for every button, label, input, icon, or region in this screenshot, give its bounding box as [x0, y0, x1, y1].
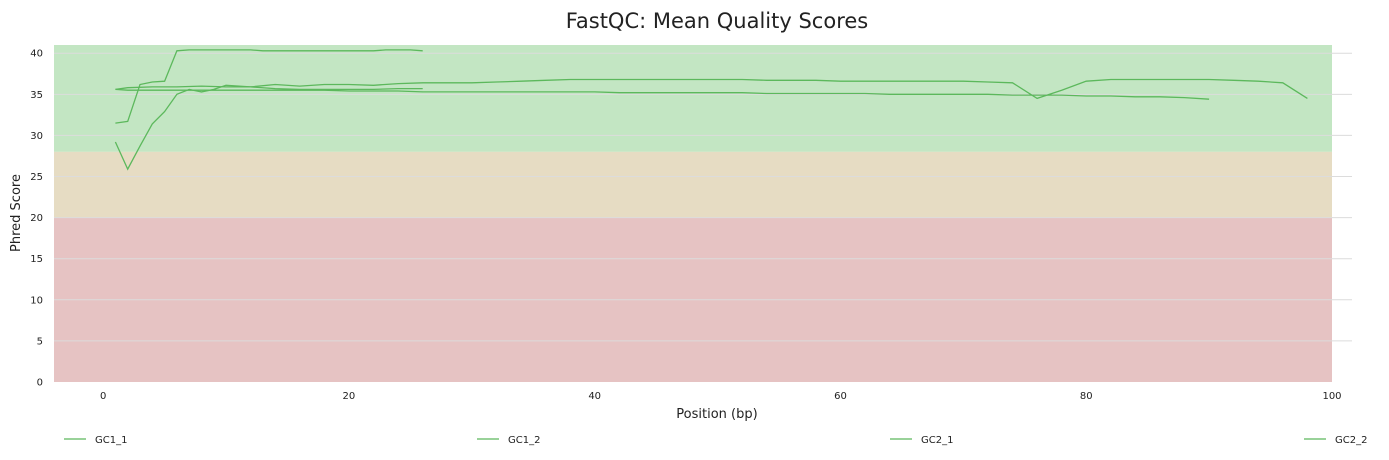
- legend: GC1_1 GC1_2 GC2_1 GC2_2: [64, 435, 1367, 446]
- legend-label: GC1_2: [508, 435, 540, 446]
- legend-label: GC1_1: [95, 435, 127, 446]
- x-tick-label: 100: [1322, 391, 1341, 402]
- quality-bands: [54, 45, 1332, 382]
- series-line-gc1-1: [115, 49, 423, 124]
- legend-label: GC2_2: [1335, 435, 1367, 446]
- y-tick-label: 15: [30, 254, 43, 265]
- y-axis-label: Phred Score: [9, 174, 24, 252]
- y-tick-label: 0: [37, 378, 43, 389]
- y-tick-label: 25: [30, 172, 43, 183]
- y-tick-label: 20: [30, 213, 43, 224]
- legend-item-gc1-1[interactable]: GC1_1: [64, 435, 127, 446]
- x-tick-label: 0: [100, 391, 106, 402]
- legend-item-gc2-2[interactable]: GC2_2: [1304, 435, 1367, 446]
- x-axis-ticks: 0 20 40 60 80 100: [100, 391, 1342, 402]
- quality-band-0: [54, 45, 1332, 152]
- series-lines: [114, 49, 1308, 171]
- x-tick-label: 20: [343, 391, 356, 402]
- grid-lines: [54, 52, 1352, 342]
- series-line-gc2-2: [115, 78, 1308, 100]
- chart-title: FastQC: Mean Quality Scores: [566, 9, 869, 33]
- legend-label: GC2_1: [921, 435, 953, 446]
- y-tick-label: 40: [30, 49, 43, 60]
- y-tick-label: 5: [37, 336, 43, 347]
- x-tick-label: 40: [588, 391, 601, 402]
- y-tick-label: 10: [30, 295, 43, 306]
- series-line-gc2-1: [115, 88, 1210, 100]
- x-tick-label: 60: [834, 391, 847, 402]
- legend-item-gc2-1[interactable]: GC2_1: [890, 435, 953, 446]
- legend-item-gc1-2[interactable]: GC1_2: [477, 435, 540, 446]
- y-axis-ticks: 0 5 10 15 20 25 30 35 40: [30, 49, 43, 389]
- x-axis-label: Position (bp): [676, 407, 757, 422]
- y-tick-label: 30: [30, 131, 43, 142]
- x-tick-label: 80: [1080, 391, 1093, 402]
- y-tick-label: 35: [30, 90, 43, 101]
- quality-band-1: [54, 151, 1332, 218]
